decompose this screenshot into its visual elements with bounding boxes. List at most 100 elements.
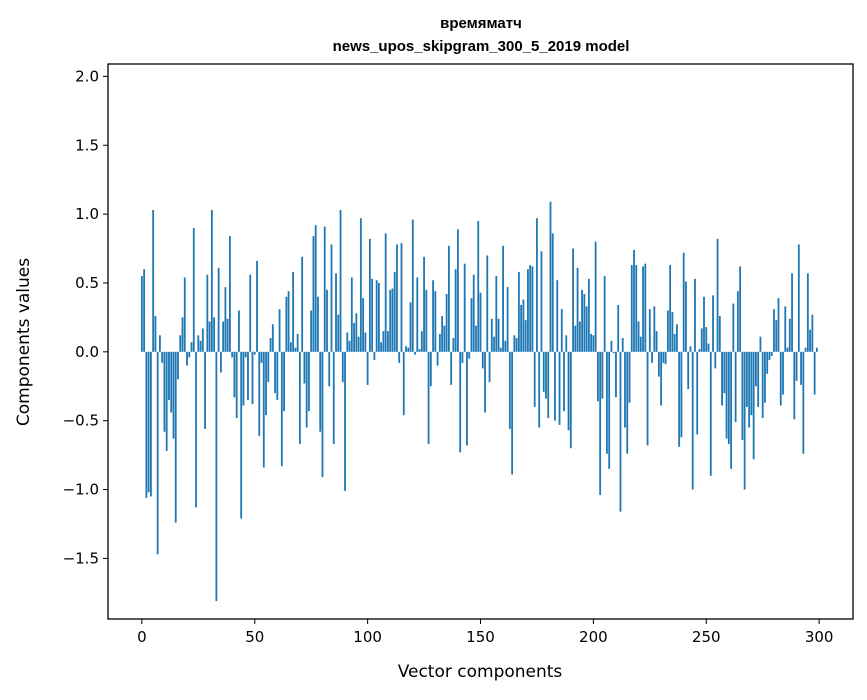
bar xyxy=(170,351,173,413)
bar xyxy=(718,316,721,352)
bar xyxy=(520,305,523,352)
bar xyxy=(612,351,615,354)
bar xyxy=(294,347,297,352)
x-tick-label: 200 xyxy=(579,628,608,646)
bar xyxy=(691,351,694,490)
bar xyxy=(578,321,581,352)
bar xyxy=(219,351,222,373)
bar xyxy=(459,351,462,453)
bar xyxy=(420,331,423,352)
bar xyxy=(165,351,168,451)
bar xyxy=(727,351,730,445)
y-tick-label: −0.5 xyxy=(63,412,99,430)
bar xyxy=(362,298,365,352)
bar xyxy=(499,347,502,352)
bar xyxy=(669,265,672,352)
y-tick-label: 0.5 xyxy=(75,274,99,292)
bar xyxy=(380,342,383,352)
bar xyxy=(393,271,396,352)
bar xyxy=(145,351,148,498)
bar xyxy=(490,318,493,352)
bar xyxy=(761,351,764,418)
bar xyxy=(694,278,696,352)
bar xyxy=(213,317,216,352)
bar xyxy=(303,351,306,384)
bar xyxy=(486,255,489,352)
bar xyxy=(371,278,374,352)
bar xyxy=(599,351,602,496)
bar xyxy=(287,291,290,352)
bar xyxy=(504,340,507,352)
bar xyxy=(536,218,538,352)
bar xyxy=(806,273,809,352)
bar xyxy=(355,313,358,352)
bar xyxy=(197,335,200,352)
bar xyxy=(594,241,597,352)
bar xyxy=(337,314,340,352)
bar xyxy=(603,276,606,352)
bar xyxy=(368,238,371,352)
bar xyxy=(676,324,678,352)
bar xyxy=(233,351,236,398)
bar xyxy=(766,351,769,374)
bar xyxy=(547,351,550,418)
bar xyxy=(596,351,599,402)
x-axis: 0 50 100 150 200 250 300 xyxy=(137,619,833,646)
bar xyxy=(156,351,159,555)
bar xyxy=(341,351,344,383)
bar xyxy=(558,351,561,425)
bar xyxy=(292,271,295,352)
bar xyxy=(346,332,349,352)
y-tick-label: 1.0 xyxy=(75,205,99,223)
bar xyxy=(739,266,742,352)
bar xyxy=(321,351,324,478)
bar xyxy=(800,351,802,385)
bar xyxy=(542,351,545,392)
bar xyxy=(314,225,317,352)
bar xyxy=(242,351,245,406)
bar xyxy=(244,351,247,358)
bar xyxy=(373,351,376,361)
bar xyxy=(784,306,787,352)
x-tick-label: 50 xyxy=(245,628,264,646)
bar xyxy=(461,351,464,363)
bar xyxy=(208,321,211,352)
bar xyxy=(601,351,604,399)
bar xyxy=(256,260,258,352)
bar xyxy=(813,351,816,395)
bar xyxy=(186,351,188,366)
bar xyxy=(161,351,164,363)
bar xyxy=(626,351,629,454)
bar xyxy=(624,351,626,428)
bar xyxy=(698,349,701,352)
bar xyxy=(391,288,394,352)
bar xyxy=(206,274,209,352)
bar xyxy=(163,351,166,432)
x-tick-label: 300 xyxy=(805,628,834,646)
bar xyxy=(660,351,663,406)
bar xyxy=(709,351,712,476)
bar xyxy=(199,340,202,352)
bar xyxy=(441,316,444,352)
bar xyxy=(574,325,577,352)
bar xyxy=(705,327,708,352)
bar xyxy=(450,351,453,385)
bar xyxy=(481,351,484,369)
bar xyxy=(190,342,193,352)
bar xyxy=(364,332,367,352)
bar xyxy=(633,249,635,352)
bar xyxy=(768,351,771,361)
bar xyxy=(563,351,565,412)
bar xyxy=(179,335,182,352)
bar xyxy=(802,351,805,454)
bar xyxy=(635,265,638,352)
bar xyxy=(472,274,475,352)
x-tick-label: 150 xyxy=(466,628,495,646)
bar xyxy=(339,209,342,352)
bar xyxy=(630,265,633,352)
bar xyxy=(409,302,412,352)
bar xyxy=(736,291,739,352)
bar xyxy=(466,351,468,446)
